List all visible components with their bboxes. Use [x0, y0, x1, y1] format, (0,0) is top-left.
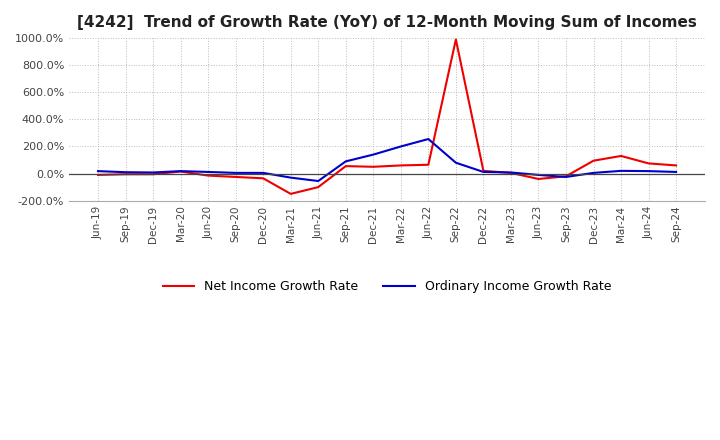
Net Income Growth Rate — [672, 163, 680, 168]
Net Income Growth Rate — [479, 168, 487, 173]
Ordinary Income Growth Rate — [617, 168, 626, 173]
Net Income Growth Rate — [231, 174, 240, 180]
Ordinary Income Growth Rate — [644, 169, 653, 174]
Ordinary Income Growth Rate — [204, 169, 212, 175]
Ordinary Income Growth Rate — [149, 170, 158, 175]
Ordinary Income Growth Rate — [507, 170, 516, 175]
Net Income Growth Rate — [94, 172, 102, 178]
Ordinary Income Growth Rate — [479, 169, 487, 175]
Net Income Growth Rate — [341, 164, 350, 169]
Net Income Growth Rate — [451, 37, 460, 42]
Line: Net Income Growth Rate: Net Income Growth Rate — [98, 40, 676, 194]
Legend: Net Income Growth Rate, Ordinary Income Growth Rate: Net Income Growth Rate, Ordinary Income … — [158, 275, 616, 298]
Ordinary Income Growth Rate — [424, 136, 433, 142]
Net Income Growth Rate — [397, 163, 405, 168]
Line: Ordinary Income Growth Rate: Ordinary Income Growth Rate — [98, 139, 676, 181]
Net Income Growth Rate — [314, 184, 323, 190]
Ordinary Income Growth Rate — [451, 160, 460, 165]
Ordinary Income Growth Rate — [176, 169, 185, 174]
Ordinary Income Growth Rate — [121, 169, 130, 175]
Net Income Growth Rate — [259, 176, 268, 181]
Ordinary Income Growth Rate — [369, 152, 377, 157]
Ordinary Income Growth Rate — [231, 170, 240, 176]
Net Income Growth Rate — [562, 174, 570, 179]
Ordinary Income Growth Rate — [562, 174, 570, 180]
Net Income Growth Rate — [424, 162, 433, 167]
Net Income Growth Rate — [534, 176, 543, 182]
Net Income Growth Rate — [644, 161, 653, 166]
Net Income Growth Rate — [121, 172, 130, 177]
Net Income Growth Rate — [369, 164, 377, 169]
Ordinary Income Growth Rate — [534, 172, 543, 178]
Ordinary Income Growth Rate — [589, 170, 598, 176]
Net Income Growth Rate — [149, 172, 158, 177]
Ordinary Income Growth Rate — [94, 169, 102, 174]
Ordinary Income Growth Rate — [259, 170, 268, 176]
Net Income Growth Rate — [287, 191, 295, 197]
Net Income Growth Rate — [507, 170, 516, 176]
Ordinary Income Growth Rate — [341, 159, 350, 164]
Ordinary Income Growth Rate — [397, 144, 405, 149]
Net Income Growth Rate — [204, 173, 212, 178]
Net Income Growth Rate — [589, 158, 598, 163]
Net Income Growth Rate — [617, 153, 626, 158]
Ordinary Income Growth Rate — [314, 178, 323, 183]
Net Income Growth Rate — [176, 169, 185, 174]
Title: [4242]  Trend of Growth Rate (YoY) of 12-Month Moving Sum of Incomes: [4242] Trend of Growth Rate (YoY) of 12-… — [77, 15, 697, 30]
Ordinary Income Growth Rate — [672, 169, 680, 175]
Ordinary Income Growth Rate — [287, 175, 295, 180]
